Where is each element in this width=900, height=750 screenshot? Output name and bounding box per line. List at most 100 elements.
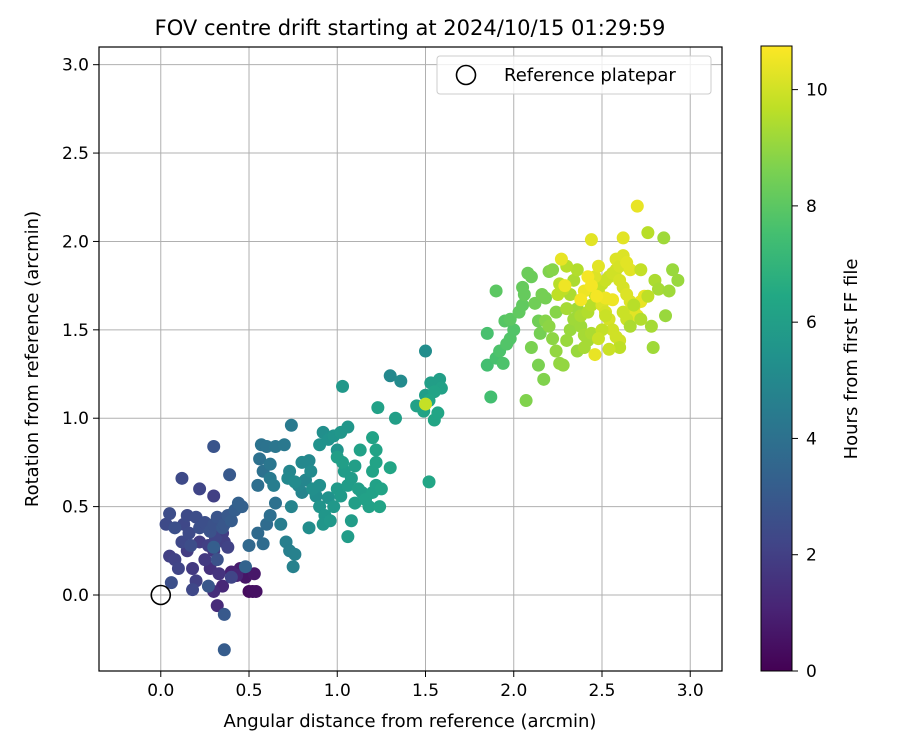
x-tick-label: 1.5 — [412, 681, 439, 701]
legend-marker-icon — [455, 64, 477, 86]
scatter-point — [584, 233, 598, 247]
scatter-point — [277, 438, 291, 452]
colorbar-tick-label: 4 — [806, 429, 817, 449]
scatter-point — [286, 560, 300, 574]
scatter-point — [634, 263, 648, 277]
scatter-point — [646, 341, 660, 355]
scatter-point — [288, 475, 302, 489]
scatter-point — [304, 464, 318, 478]
scatter-point — [217, 607, 231, 621]
scatter-point — [524, 270, 538, 284]
colorbar-tick-label: 8 — [806, 197, 817, 217]
scatter-point — [164, 576, 178, 590]
y-tick-label: 2.0 — [62, 232, 89, 252]
scatter-point — [519, 394, 533, 408]
scatter-point — [630, 199, 644, 213]
colorbar-tick-label: 0 — [806, 662, 817, 682]
colorbar-tick-label: 6 — [806, 313, 817, 333]
scatter-point — [556, 358, 570, 372]
scatter-point — [560, 302, 574, 316]
scatter-point — [263, 508, 277, 522]
scatter-point — [251, 478, 265, 492]
y-tick-label: 0.5 — [62, 498, 89, 518]
scatter-point — [524, 341, 538, 355]
scatter-point — [341, 420, 355, 434]
scatter-point — [207, 540, 221, 554]
scatter-point — [235, 500, 249, 514]
scatter-point — [171, 561, 185, 575]
scatter-point — [284, 418, 298, 432]
scatter-point — [549, 305, 563, 319]
scatter-point — [577, 341, 591, 355]
scatter-point — [369, 443, 383, 457]
colorbar: 0 2 4 6 8 10 Hours from first FF file — [760, 45, 862, 682]
scatter-point — [558, 279, 572, 293]
scatter-point — [616, 231, 630, 245]
colorbar-label: Hours from first FF file — [841, 259, 862, 460]
scatter-point — [336, 455, 350, 469]
scatter-point — [419, 344, 433, 358]
scatter-point — [641, 226, 655, 240]
scatter-point — [634, 312, 648, 326]
scatter-point — [344, 514, 358, 528]
scatter-point — [186, 561, 200, 575]
scatter-point — [182, 526, 196, 540]
scatter-point — [590, 289, 604, 303]
scatter-point — [224, 514, 238, 528]
scatter-point — [193, 482, 207, 496]
scatter-point — [560, 333, 574, 347]
scatter-point — [217, 643, 231, 657]
scatter-point — [431, 406, 445, 420]
scatter-point — [591, 259, 605, 273]
scatter-point — [268, 496, 282, 510]
scatter-point — [599, 309, 613, 323]
scatter-point — [336, 379, 350, 393]
scatter-point — [334, 489, 348, 503]
scatter-point — [221, 540, 235, 554]
x-tick-label: 1.0 — [324, 681, 351, 701]
x-axis-label: Angular distance from reference (arcmin) — [224, 711, 597, 732]
scatter-point — [198, 553, 212, 567]
scatter-point — [210, 599, 224, 613]
plot-frame — [98, 46, 723, 672]
scatter-point — [591, 332, 605, 346]
scatter-point — [641, 289, 655, 303]
legend: Reference platepar — [436, 55, 712, 95]
colorbar-tick-label: 10 — [806, 81, 828, 101]
x-tick-label: 2.5 — [588, 681, 615, 701]
scatter-point — [348, 459, 362, 473]
scatter-point — [546, 263, 560, 277]
scatter-point — [489, 284, 503, 298]
scatter-point — [662, 284, 676, 298]
scatter-point — [348, 496, 362, 510]
scatter-point — [175, 471, 189, 485]
scatter-point — [602, 342, 616, 356]
y-tick-label: 1.5 — [62, 321, 89, 341]
scatter-point — [251, 526, 265, 540]
y-tick-label: 0.0 — [62, 586, 89, 606]
colorbar-tick-label: 2 — [806, 546, 817, 566]
scatter-point — [659, 309, 673, 323]
scatter-point — [484, 390, 498, 404]
scatter-point — [369, 455, 383, 469]
scatter-point — [201, 579, 215, 593]
y-tick-label: 3.0 — [62, 56, 89, 76]
scatter-point — [539, 291, 553, 305]
scatter-point — [563, 323, 577, 337]
y-axis-ticks: 0.0 0.5 1.0 1.5 2.0 2.5 3.0 — [62, 56, 99, 606]
scatter-point — [186, 583, 200, 597]
y-tick-label: 2.5 — [62, 144, 89, 164]
scatter-point — [584, 279, 598, 293]
scatter-point — [574, 293, 588, 307]
scatter-point — [419, 397, 433, 411]
scatter-point — [388, 411, 402, 425]
scatter-point — [623, 319, 637, 333]
x-tick-label: 3.0 — [677, 681, 704, 701]
scatter-point — [313, 478, 327, 492]
scatter-point — [247, 567, 261, 581]
y-axis-label: Rotation from reference (arcmin) — [22, 211, 43, 507]
scatter-point — [323, 514, 337, 528]
scatter-point — [496, 356, 510, 370]
scatter-point — [507, 323, 521, 337]
